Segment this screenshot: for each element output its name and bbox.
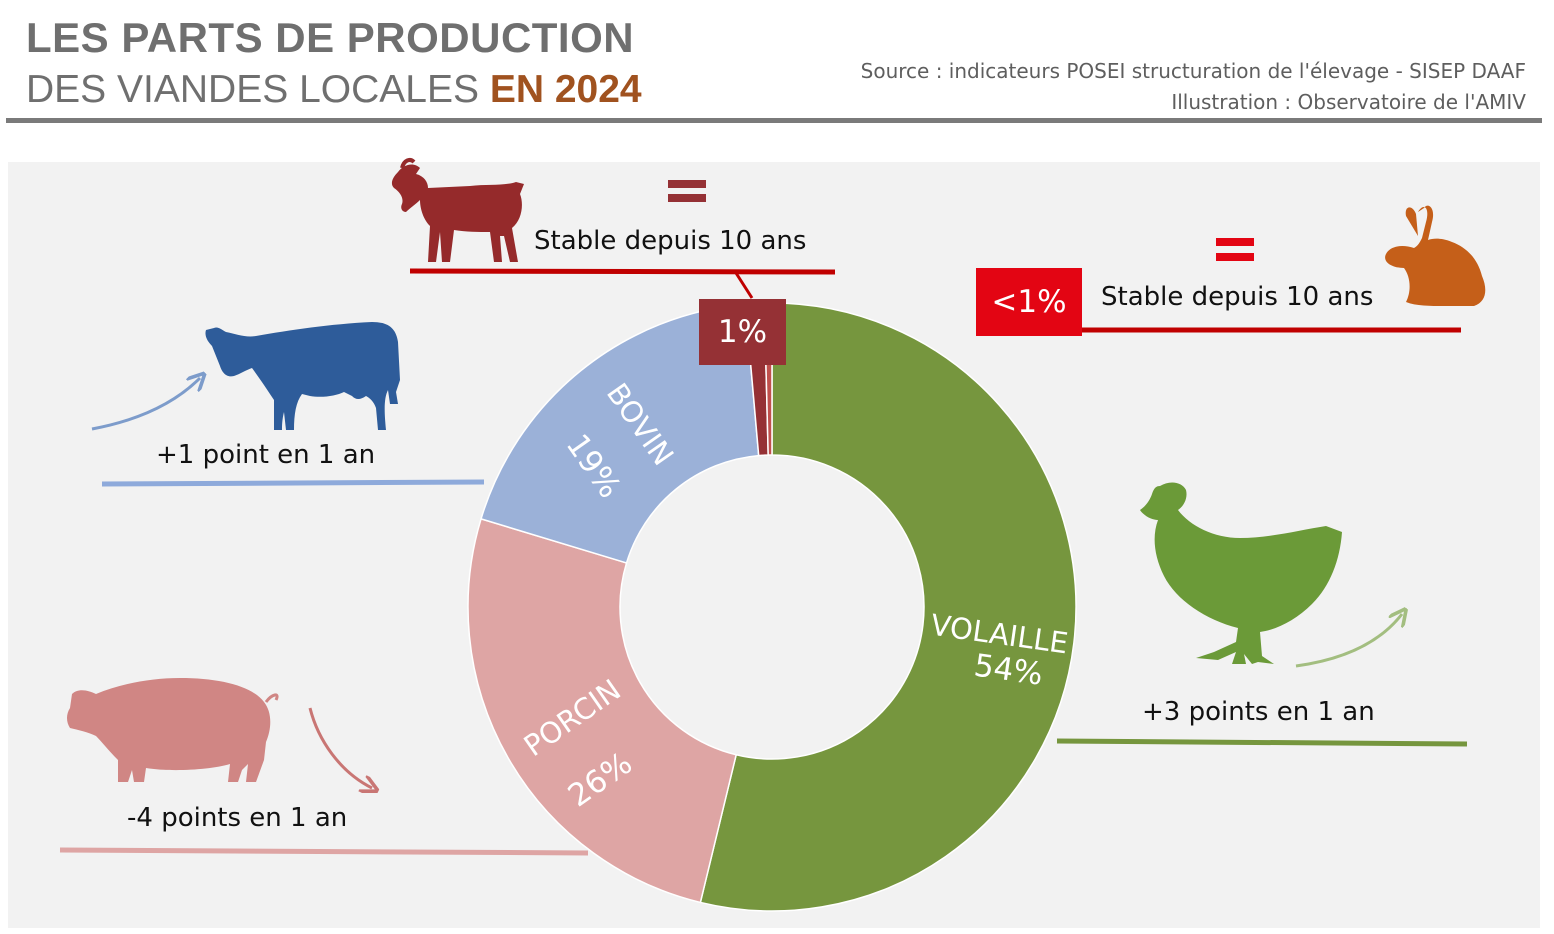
rabbit-icon (1385, 205, 1486, 306)
cow-icon (205, 322, 400, 430)
title-year: EN 2024 (489, 68, 642, 111)
chicken-icon (1140, 482, 1342, 664)
bovin-annotation: +1 point en 1 an (156, 440, 376, 470)
porcin-trend-arrow-icon (308, 707, 372, 788)
goat-icon (391, 158, 524, 262)
caprin-equal-icon (668, 180, 706, 202)
title-line2-text: DES VIANDES LOCALES (26, 68, 479, 111)
lapin-annotation: Stable depuis 10 ans (1101, 282, 1374, 312)
caprin-annotation: Stable depuis 10 ans (534, 226, 807, 256)
title-line2: DES VIANDES LOCALES EN 2024 (26, 68, 642, 112)
caprin-value-badge: 1% (699, 299, 786, 365)
header: LES PARTS DE PRODUCTION DES VIANDES LOCA… (0, 0, 1554, 128)
bovin-underline (101, 479, 485, 487)
source-credits: Source : indicateurs POSEI structuration… (861, 56, 1526, 118)
porcin-underline (59, 847, 589, 856)
lapin-value-text: <1% (991, 284, 1067, 320)
caprin-leader-line (734, 272, 754, 299)
source-text: Source : indicateurs POSEI structuration… (860, 59, 1526, 83)
title-line1: LES PARTS DE PRODUCTION (26, 14, 635, 61)
slice-volaille (699, 302, 1077, 912)
caprin-underline (409, 268, 836, 275)
header-divider (6, 118, 1542, 123)
donut-slices (467, 302, 1077, 912)
bovin-trend-arrow-icon (91, 378, 200, 431)
slice-porcin (467, 517, 738, 904)
volaille-underline (1056, 738, 1468, 747)
lapin-equal-icon (1216, 238, 1254, 261)
caprin-value-text: 1% (717, 314, 768, 350)
illustration-credit: Illustration : Observatoire de l'AMIV (1171, 90, 1526, 114)
lapin-value-badge: <1% (976, 268, 1082, 336)
volaille-trend-arrow-icon (1295, 614, 1402, 668)
pig-icon (67, 678, 279, 782)
volaille-annotation: +3 points en 1 an (1142, 697, 1375, 727)
porcin-annotation: -4 points en 1 an (127, 803, 348, 833)
